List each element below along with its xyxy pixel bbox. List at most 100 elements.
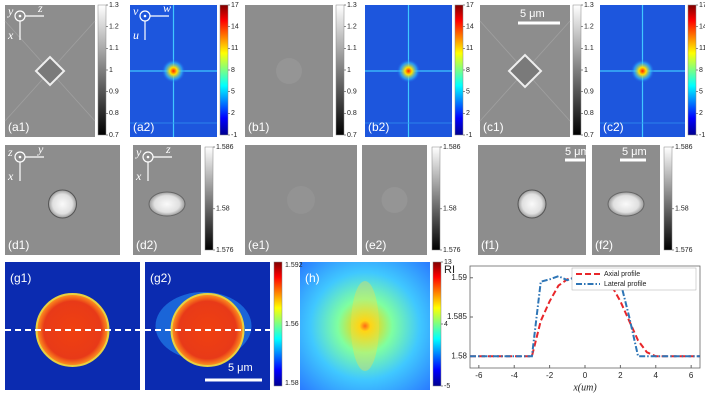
spot (396, 59, 421, 83)
particle (48, 189, 77, 219)
colorbar-tick-label: 0.8 (347, 110, 357, 117)
panel-label: (e2) (365, 238, 386, 252)
image (300, 262, 430, 390)
scale-bar-label: 5 μm (622, 146, 647, 158)
axis-letter: x (7, 169, 14, 183)
colorbar-tick-label: 1.2 (109, 24, 119, 31)
colorbar-tick-label: 1.576 (675, 247, 693, 254)
colorbar-tick-label: 2 (699, 110, 703, 117)
y-tick-label: 1.59 (451, 273, 467, 282)
colorbar (273, 261, 283, 387)
panel-label: (e1) (248, 238, 269, 252)
colorbar-tick-label: 11 (231, 45, 238, 52)
axis-letter: u (133, 28, 139, 42)
spot (161, 59, 186, 83)
colorbar (219, 4, 229, 136)
spot (630, 59, 655, 83)
colorbar-tick-label: 1 (584, 67, 588, 74)
axis-icon (146, 155, 150, 159)
panel-label: (a1) (8, 120, 29, 134)
panel-label: (f2) (595, 238, 613, 252)
colorbar-tick-label: 1.58 (675, 206, 689, 213)
axis-letter: v (133, 4, 139, 18)
colorbar-tick-label: 14 (699, 24, 705, 31)
panel-label: (f1) (481, 238, 499, 252)
colorbar-tick-label: 1.58 (216, 206, 230, 213)
particle (276, 58, 302, 84)
colorbar-tick-label: -1 (699, 132, 705, 139)
scale-bar-label: 5 μm (228, 362, 253, 374)
axis-icon (18, 14, 22, 18)
x-tick-label: 2 (618, 371, 623, 380)
panel-label: (h) (305, 271, 320, 285)
colorbar (687, 4, 697, 136)
x-tick-label: 6 (689, 371, 694, 380)
x-axis-label: x(um) (572, 382, 597, 393)
x-tick-label: -4 (511, 371, 519, 380)
colorbar-tick-label: 17 (466, 2, 474, 9)
x-tick-label: 0 (583, 371, 588, 380)
y-tick-label: 1.58 (451, 351, 467, 360)
colorbar-tick-label: 1.3 (584, 2, 594, 9)
colorbar-tick-label: 17 (699, 2, 705, 9)
colorbar-tick-label: 5 (466, 89, 470, 96)
y-tick-label: 1.585 (447, 312, 468, 321)
colorbar-tick-label: 11 (699, 45, 705, 52)
axis-letter: z (7, 145, 13, 159)
y-axis-label: RI (444, 264, 455, 276)
colorbar-tick-label: 0.8 (109, 110, 119, 117)
colorbar-tick-label: 4 (444, 321, 448, 328)
colorbar (204, 146, 214, 251)
colorbar-tick-label: -5 (444, 383, 450, 390)
legend-label: Lateral profile (604, 281, 647, 288)
colorbar-tick-label: 0.7 (109, 132, 119, 139)
colorbar-tick-label: 1.1 (584, 45, 594, 52)
colorbar-tick-label: 1.3 (109, 2, 119, 9)
colorbar-tick-label: 1.3 (347, 2, 357, 9)
colorbar-tick-label: 0.8 (584, 110, 594, 117)
colorbar (454, 4, 464, 136)
particle (507, 53, 543, 89)
panel-label: (g2) (150, 271, 171, 285)
axis-letter: y (7, 4, 14, 18)
colorbar-tick-label: 17 (231, 2, 239, 9)
colorbar-tick-label: 5 (231, 89, 235, 96)
colorbar-tick-label: 0.7 (347, 132, 357, 139)
axis-letter: w (163, 1, 171, 15)
colorbar-tick-label: 2 (231, 110, 235, 117)
x-tick-label: -2 (546, 371, 554, 380)
axis-letter: x (7, 28, 14, 42)
particle (34, 55, 66, 87)
colorbar-tick-label: 1 (347, 67, 351, 74)
panel-label: (b1) (248, 120, 269, 134)
colorbar (572, 4, 582, 136)
colorbar (431, 146, 441, 251)
colorbar-tick-label: 1.586 (443, 144, 461, 151)
colorbar-tick-label: 1.58 (285, 380, 299, 387)
colorbar-tick-label: 1.1 (347, 45, 357, 52)
x-tick-label: 4 (654, 371, 659, 380)
x-tick-label: -6 (475, 371, 483, 380)
colorbar-tick-label: 0.7 (584, 132, 594, 139)
colorbar-tick-label: 1.592 (285, 262, 303, 269)
particle (381, 187, 408, 213)
axis-letter: y (135, 145, 142, 159)
panel-label: (d2) (136, 238, 157, 252)
colorbar (432, 261, 442, 387)
colorbar-tick-label: 2 (466, 110, 470, 117)
legend-label: Axial profile (604, 271, 640, 278)
spectrum (351, 281, 379, 371)
particle (607, 191, 645, 217)
panel-label: (d1) (8, 238, 29, 252)
colorbar-tick-label: 1 (109, 67, 113, 74)
colorbar-tick-label: 1.1 (109, 45, 119, 52)
particle (517, 189, 547, 219)
panel-label: (b2) (368, 120, 389, 134)
particle (148, 191, 186, 217)
particle (287, 186, 315, 214)
series-line (470, 275, 700, 358)
scale-bar-label: 5 μm (520, 8, 545, 20)
colorbar-tick-label: 1.58 (443, 206, 457, 213)
colorbar (97, 4, 107, 136)
